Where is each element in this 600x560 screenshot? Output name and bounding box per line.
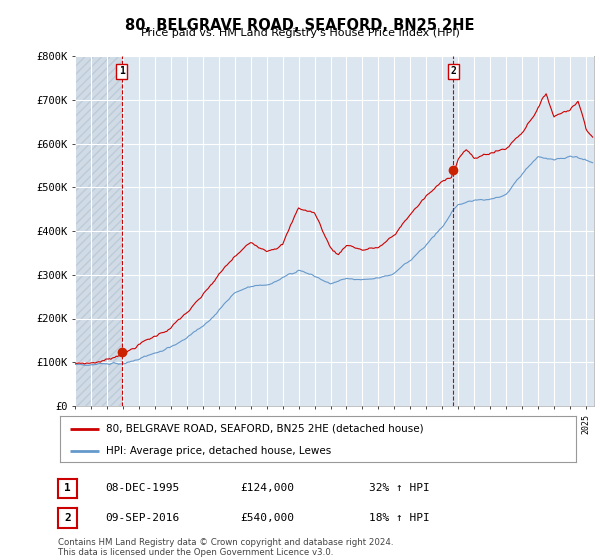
Text: £540,000: £540,000	[240, 513, 294, 523]
Text: Contains HM Land Registry data © Crown copyright and database right 2024.
This d: Contains HM Land Registry data © Crown c…	[58, 538, 394, 557]
Text: Price paid vs. HM Land Registry's House Price Index (HPI): Price paid vs. HM Land Registry's House …	[140, 28, 460, 38]
Text: 2: 2	[64, 513, 71, 523]
Text: 80, BELGRAVE ROAD, SEAFORD, BN25 2HE: 80, BELGRAVE ROAD, SEAFORD, BN25 2HE	[125, 18, 475, 33]
Text: 08-DEC-1995: 08-DEC-1995	[105, 483, 179, 493]
Bar	[75, 56, 122, 406]
Text: £124,000: £124,000	[240, 483, 294, 493]
Text: 09-SEP-2016: 09-SEP-2016	[105, 513, 179, 523]
Bar	[75, 56, 122, 406]
Text: 80, BELGRAVE ROAD, SEAFORD, BN25 2HE (detached house): 80, BELGRAVE ROAD, SEAFORD, BN25 2HE (de…	[106, 424, 424, 434]
Text: 1: 1	[119, 67, 125, 77]
Text: 1: 1	[64, 483, 71, 493]
Text: 2: 2	[451, 67, 456, 77]
Text: 18% ↑ HPI: 18% ↑ HPI	[369, 513, 430, 523]
Text: 32% ↑ HPI: 32% ↑ HPI	[369, 483, 430, 493]
Text: HPI: Average price, detached house, Lewes: HPI: Average price, detached house, Lewe…	[106, 446, 332, 455]
